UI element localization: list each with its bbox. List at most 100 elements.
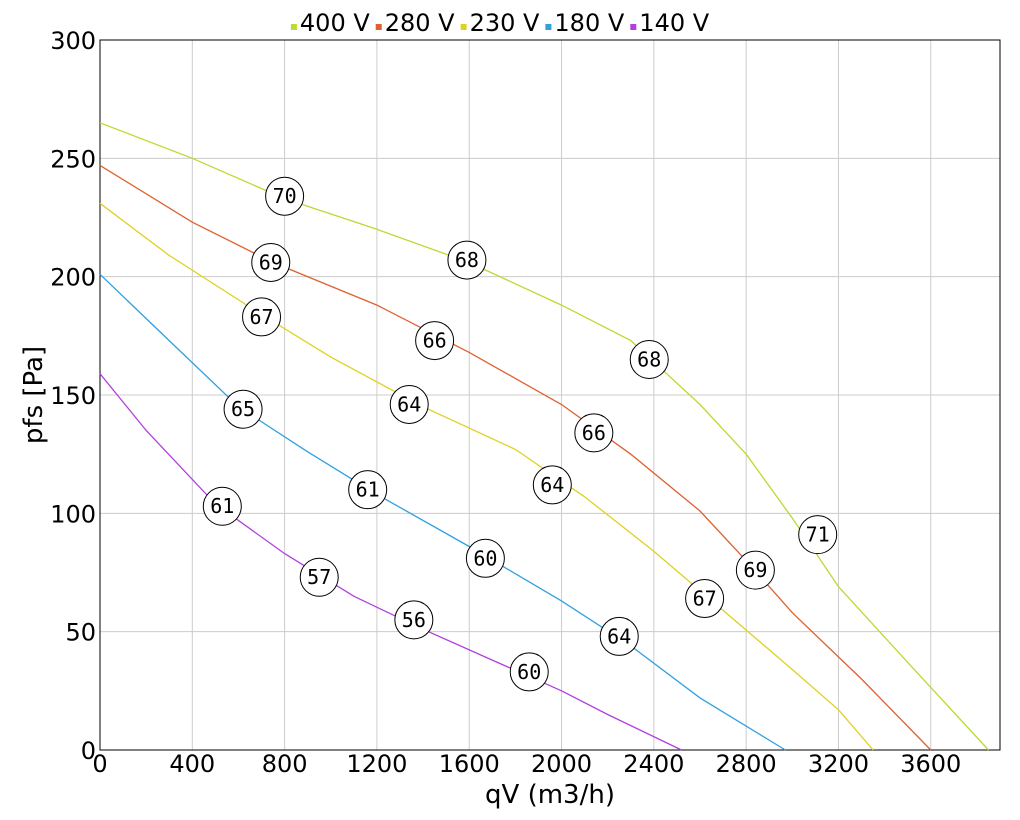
data-label-badge: 57 (299, 557, 339, 597)
x-tick-label: 2400 (623, 750, 684, 778)
x-tick-label: 2800 (716, 750, 777, 778)
data-label-circle (242, 297, 282, 337)
data-label-badge: 61 (348, 470, 388, 510)
data-labels: 70 68 68 71 69 66 66 69 67 64 64 67 65 61 60 64 61 57 56 60 (202, 176, 838, 692)
data-label-badge: 68 (629, 340, 669, 379)
y-tick-label: 200 (50, 264, 96, 292)
data-label-value: 66 (423, 329, 447, 353)
y-tick-label: 0 (81, 737, 96, 765)
data-label-badge: 67 (242, 297, 282, 337)
data-label-value: 69 (743, 558, 767, 582)
x-tick-label: 400 (169, 750, 215, 778)
data-label-circle (465, 538, 505, 578)
legend-item[interactable]: 180 V (545, 9, 625, 37)
legend-item[interactable]: 400 V (290, 9, 370, 37)
x-tick-label: 800 (262, 750, 308, 778)
data-label-value: 56 (402, 608, 426, 632)
data-label-value: 69 (259, 250, 283, 274)
data-label-circle (299, 557, 339, 597)
y-axis-ticks: 0 50 100 150 200 250 300 (50, 27, 96, 765)
data-label-circle (447, 240, 487, 280)
legend-item[interactable]: 230 V (460, 9, 540, 37)
data-label-badge: 67 (685, 579, 725, 619)
data-label-circle (574, 413, 614, 453)
data-label-value: 64 (607, 624, 631, 648)
y-tick-label: 150 (50, 382, 96, 410)
data-label-badge: 60 (509, 652, 549, 692)
x-tick-label: 3600 (900, 750, 961, 778)
data-label-badge: 64 (389, 384, 429, 424)
data-label-badge: 69 (251, 242, 291, 282)
legend: 400 V 280 V 230 V 180 V 140 V (290, 9, 710, 37)
legend-item[interactable]: 140 V (630, 9, 710, 37)
series-line-230v (99, 202, 874, 751)
data-label-value: 64 (397, 392, 421, 416)
data-label-value: 70 (273, 184, 297, 208)
x-tick-label: 0 (92, 750, 107, 778)
data-label-value: 60 (517, 660, 541, 684)
y-tick-label: 300 (50, 27, 96, 55)
x-tick-label: 1200 (346, 750, 407, 778)
data-label-circle (394, 600, 434, 640)
data-label-circle (223, 389, 263, 429)
legend-label: 230 V (470, 9, 540, 37)
x-tick-label: 2000 (531, 750, 592, 778)
data-label-value: 61 (210, 494, 234, 518)
data-label-badge: 68 (447, 240, 487, 280)
y-tick-label: 250 (50, 145, 96, 173)
x-tick-label: 3200 (808, 750, 869, 778)
legend-swatch (375, 24, 382, 30)
data-label-value: 57 (307, 565, 331, 589)
data-label-badge: 66 (415, 321, 455, 361)
data-label-value: 67 (693, 587, 717, 611)
data-label-badge: 66 (574, 413, 614, 453)
data-label-value: 65 (231, 397, 255, 421)
data-label-badge: 64 (532, 465, 572, 505)
y-axis-label: pfs [Pa] (19, 346, 49, 444)
x-axis-ticks: 0 400 800 1200 1600 2000 2400 2800 3200 3600 (92, 750, 961, 778)
data-label-badge: 61 (202, 486, 242, 526)
data-label-circle (415, 321, 455, 361)
data-label-circle (251, 242, 291, 282)
data-label-value: 66 (582, 421, 606, 445)
series-lines (99, 122, 989, 751)
data-label-badge: 70 (265, 176, 305, 216)
data-label-value: 71 (806, 523, 830, 547)
y-tick-label: 100 (50, 500, 96, 528)
x-axis-label: qV (m3/h) (485, 780, 615, 810)
data-label-badge: 64 (599, 616, 639, 656)
data-label-value: 67 (249, 305, 273, 329)
data-label-circle (532, 465, 572, 505)
data-label-circle (389, 384, 429, 424)
legend-swatch (545, 24, 552, 30)
series-line-140v (99, 373, 682, 751)
data-label-value: 60 (473, 546, 497, 570)
data-label-badge: 56 (394, 600, 434, 640)
x-tick-label: 1600 (439, 750, 500, 778)
data-label-circle (202, 486, 242, 526)
data-label-circle (798, 515, 838, 555)
data-label-circle (265, 176, 305, 216)
data-label-circle (509, 652, 549, 692)
data-label-circle (685, 579, 725, 619)
data-label-badge: 60 (465, 538, 505, 578)
legend-item[interactable]: 280 V (375, 9, 455, 37)
data-label-value: 64 (540, 473, 564, 497)
legend-label: 140 V (639, 9, 709, 37)
legend-label: 280 V (385, 9, 455, 37)
series-line-180v (99, 273, 786, 751)
legend-swatch (630, 24, 637, 30)
data-label-badge: 71 (798, 515, 838, 555)
legend-swatch (290, 24, 297, 30)
data-label-circle (629, 340, 669, 379)
data-label-value: 68 (637, 348, 661, 372)
data-label-circle (735, 550, 775, 590)
legend-label: 400 V (300, 9, 370, 37)
data-label-value: 61 (356, 478, 380, 502)
legend-swatch (460, 24, 467, 30)
plot-frame (99, 39, 1001, 751)
data-label-circle (348, 470, 388, 510)
series-line-400v (99, 122, 989, 751)
y-tick-label: 50 (65, 619, 96, 647)
